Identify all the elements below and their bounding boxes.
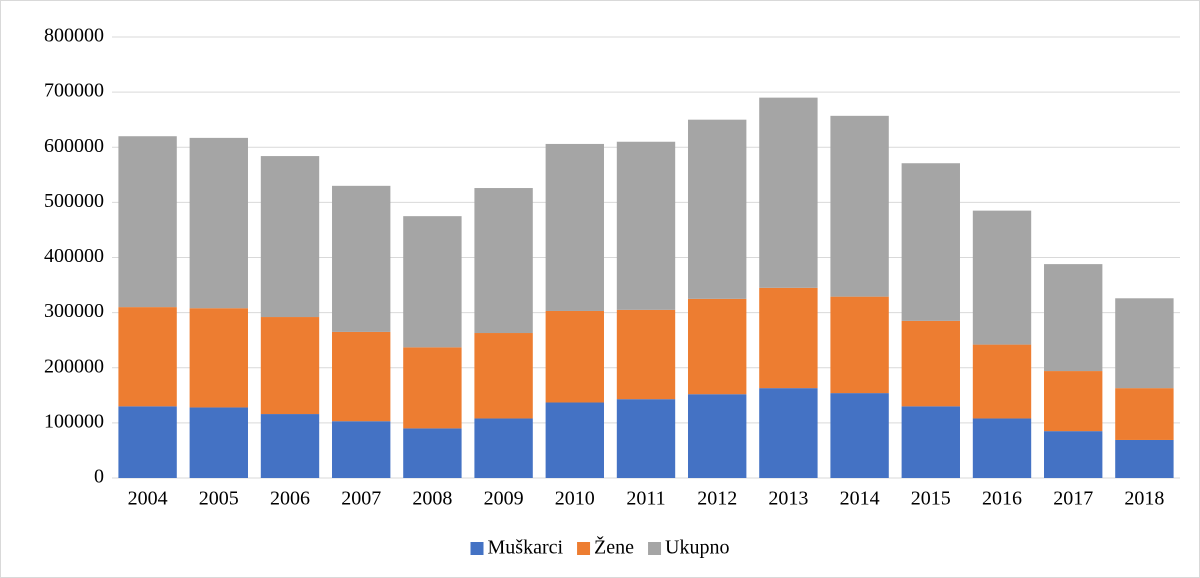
bar-segment — [688, 119, 747, 299]
bar-segment — [189, 137, 248, 309]
y-tick-label: 200000 — [44, 355, 104, 377]
x-tick-label: 2012 — [697, 488, 737, 510]
bar-segment — [616, 399, 676, 478]
bar-segment — [688, 394, 747, 478]
bar-segment — [972, 210, 1032, 345]
x-tick-label: 2007 — [341, 488, 381, 510]
bar-segment — [972, 418, 1032, 478]
bar-segment — [332, 185, 391, 332]
y-tick-label: 700000 — [44, 80, 104, 102]
legend-marker — [648, 542, 662, 555]
bar-segment — [403, 428, 462, 478]
x-tick-label: 2014 — [840, 488, 880, 510]
legend-label: Žene — [594, 536, 634, 559]
x-tick-label: 2006 — [270, 488, 310, 510]
bar-segment — [830, 393, 889, 478]
bar-segment — [688, 298, 747, 395]
bar-segment — [1044, 371, 1103, 432]
bar-segment — [332, 421, 391, 478]
x-tick-label: 2009 — [484, 488, 524, 510]
bar-segment — [474, 188, 533, 334]
bar-segment — [830, 296, 889, 394]
bar-segment — [972, 344, 1032, 419]
y-tick-label: 400000 — [44, 245, 104, 267]
bar-segment — [118, 406, 177, 478]
y-tick-label: 500000 — [44, 190, 104, 212]
bar-segment — [616, 309, 676, 400]
x-tick-label: 2016 — [982, 488, 1022, 510]
bar-segment — [1115, 298, 1174, 389]
bar-segment — [332, 331, 391, 422]
x-tick-label: 2004 — [128, 488, 168, 510]
y-tick-label: 100000 — [44, 410, 104, 432]
bar-segment — [901, 320, 960, 407]
x-tick-label: 2008 — [412, 488, 452, 510]
bar-segment — [118, 136, 177, 308]
bar-segment — [1044, 264, 1103, 372]
bar-segment — [759, 287, 818, 389]
legend-marker — [577, 542, 591, 555]
bar-segment — [545, 310, 604, 403]
x-tick-label: 2017 — [1053, 488, 1093, 510]
bar-segment — [189, 407, 248, 478]
bar-segment — [830, 115, 889, 297]
y-tick-label: 800000 — [44, 25, 104, 47]
bar-segment — [403, 347, 462, 429]
bar-segment — [901, 406, 960, 478]
x-tick-label: 2011 — [626, 488, 665, 510]
bar-segment — [759, 388, 818, 478]
bar-segment — [616, 141, 676, 310]
x-tick-label: 2015 — [911, 488, 951, 510]
x-tick-label: 2018 — [1124, 488, 1164, 510]
y-tick-label: 300000 — [44, 300, 104, 322]
bar-segment — [1115, 439, 1174, 478]
x-tick-label: 2005 — [199, 488, 239, 510]
bar-segment — [1115, 388, 1174, 440]
bar-segment — [1044, 431, 1103, 478]
bar-segment — [260, 156, 320, 318]
legend-label: Muškarci — [488, 537, 564, 559]
bar-segment — [260, 317, 320, 415]
bar-segment — [474, 418, 533, 478]
legend-marker — [470, 542, 484, 555]
bar-segment — [545, 143, 604, 311]
y-tick-label: 600000 — [44, 135, 104, 157]
bar-segment — [403, 216, 462, 348]
bar-segment — [901, 163, 960, 321]
legend-label: Ukupno — [665, 537, 729, 559]
bar-segment — [545, 402, 604, 478]
bar-segment — [118, 307, 177, 407]
x-tick-label: 2010 — [555, 488, 595, 510]
y-tick-label: 0 — [94, 466, 104, 488]
bar-segment — [260, 414, 320, 478]
x-tick-label: 2013 — [768, 488, 808, 510]
bar-segment — [759, 97, 818, 288]
bar-segment — [474, 333, 533, 419]
bar-segment — [189, 308, 248, 408]
